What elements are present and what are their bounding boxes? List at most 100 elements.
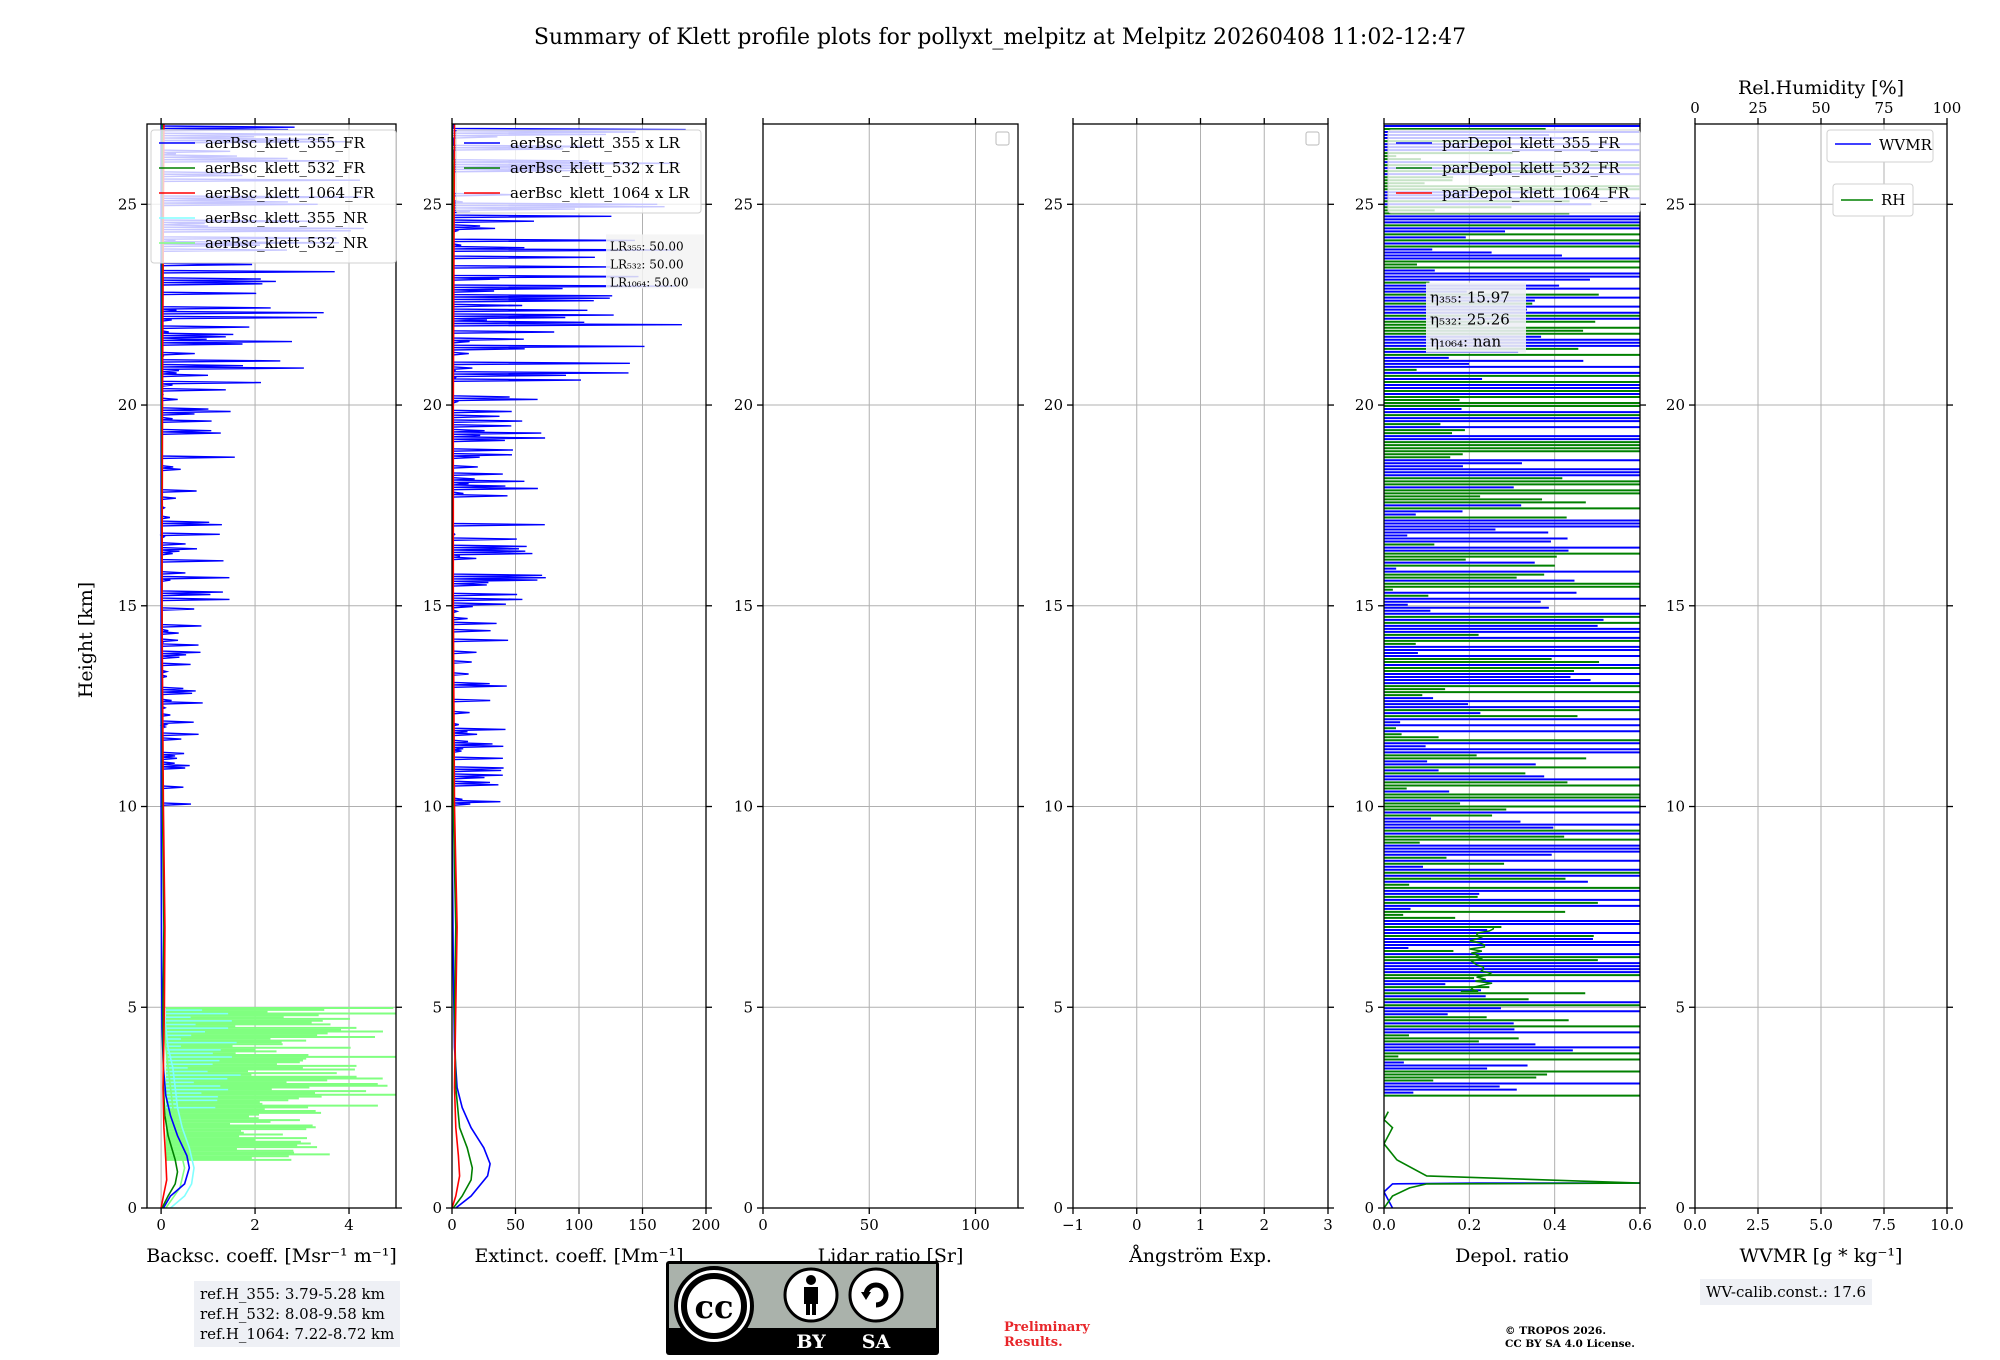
x-axis-label: Ångström Exp. xyxy=(1128,1245,1272,1267)
legend-box-wvmr xyxy=(1826,129,1934,163)
y-tick-label: 25 xyxy=(1666,195,1685,213)
badge-sa-label: SA xyxy=(862,1331,891,1353)
legend-entry: aerBsc_klett_532 x LR xyxy=(510,159,681,177)
wv-calibration-box: WV-calib.const.: 17.6 xyxy=(1700,1279,1873,1305)
y-axis-label: Height [km] xyxy=(75,582,97,698)
y-tick-label: 5 xyxy=(1053,998,1063,1016)
cc-text: cc xyxy=(695,1288,734,1326)
x-tick-label: 3 xyxy=(1323,1216,1333,1234)
legend-box xyxy=(455,129,702,214)
preliminary-line-1: Preliminary xyxy=(1004,1320,1090,1335)
series-aerBsc_klett_1064 x LR xyxy=(452,124,461,1208)
eta-label: η₃₅₅: 15.97 xyxy=(1430,289,1510,307)
y-tick-label: 5 xyxy=(1364,998,1374,1016)
panel-backscatter: 0 2 4 0 5 10 15 20 25 Backsc. coeff. [Msr⁻¹ m⁻¹] a… xyxy=(118,118,402,1267)
legend-entry: aerBsc_klett_355_NR xyxy=(205,209,368,227)
legend-entry: aerBsc_klett_1064 x LR xyxy=(510,184,690,202)
x-tick-label: 5.0 xyxy=(1809,1216,1833,1234)
x-tick-label: 10.0 xyxy=(1930,1216,1963,1234)
y-tick-label: 15 xyxy=(1044,597,1063,615)
eta-box xyxy=(1426,282,1526,353)
axes-frame xyxy=(762,123,1019,1209)
y-tick-label: 0 xyxy=(1364,1199,1374,1217)
y-tick-label: 10 xyxy=(1044,798,1063,816)
panel-depolarization: 0.0 0.2 0.4 0.6 0 5 10 15 20 25 Depol. ratio parDep… xyxy=(1355,118,1652,1267)
share-alike-icon xyxy=(848,1267,904,1323)
y-tick-label: 25 xyxy=(1355,195,1374,213)
figure-title: Summary of Klett profile plots for polly… xyxy=(534,25,1466,50)
legend-entry-wvmr: WVMR xyxy=(1879,136,1933,154)
legend-box xyxy=(1387,129,1641,214)
x-tick-label: 2 xyxy=(250,1216,260,1234)
copyright-line-2: CC BY SA 4.0 License. xyxy=(1505,1338,1635,1350)
y-tick-label: 0 xyxy=(432,1199,442,1217)
x2-axis-label: Rel.Humidity [%] xyxy=(1738,77,1904,99)
x-axis-label: Extinct. coeff. [Mm⁻¹] xyxy=(474,1245,683,1267)
x2-tick-label: 100 xyxy=(1933,99,1962,117)
x-tick-label: 4 xyxy=(344,1216,354,1234)
cc-by-sa-badge: cc BY SA xyxy=(666,1261,939,1355)
y-tick-label: 0 xyxy=(743,1199,753,1217)
badge-by-label: BY xyxy=(796,1331,826,1353)
x2-tick-label: 50 xyxy=(1811,99,1830,117)
x-tick-label: 2.5 xyxy=(1746,1216,1770,1234)
y-tick-label: 10 xyxy=(1666,798,1685,816)
legend-entry: parDepol_klett_532_FR xyxy=(1442,159,1620,177)
panel-extinction: 0 50 100 150 200 0 5 10 15 20 25 Extinct. coeff. [M… xyxy=(423,118,720,1267)
legend-entry: parDepol_klett_1064_FR xyxy=(1442,184,1630,202)
legend-entry: aerBsc_klett_532_NR xyxy=(205,234,368,252)
series-aerBsc_klett_1064_FR xyxy=(160,124,168,1208)
axes-frame xyxy=(146,123,397,1209)
eta-label: η₅₃₂: 25.26 xyxy=(1430,311,1510,329)
y-tick-label: 0 xyxy=(1675,1199,1685,1217)
x-axis-label: WVMR [g * kg⁻¹] xyxy=(1740,1245,1903,1267)
lr-label: LR₃₅₅: 50.00 xyxy=(610,239,684,253)
copyright-line-1: © TROPOS 2026. xyxy=(1505,1325,1607,1337)
y-tick-label: 20 xyxy=(1044,396,1063,414)
y-tick-label: 25 xyxy=(1044,195,1063,213)
x-tick-label: 150 xyxy=(628,1216,657,1234)
x-tick-label: 50 xyxy=(860,1216,879,1234)
y-tick-label: 20 xyxy=(1666,396,1685,414)
y-tick-label: 25 xyxy=(118,195,137,213)
reference-heights-box: ref.H_355: 3.79-5.28 km ref.H_532: 8.08-… xyxy=(194,1281,401,1347)
y-tick-label: 10 xyxy=(1355,798,1374,816)
series-aerBsc_klett_532_NR xyxy=(162,1007,186,1208)
y-tick-label: 20 xyxy=(734,396,753,414)
y-tick-label: 15 xyxy=(734,597,753,615)
depol532-wiggle xyxy=(1460,926,1495,992)
y-tick-label: 15 xyxy=(118,597,137,615)
y-tick-label: 5 xyxy=(743,998,753,1016)
y-tick-label: 20 xyxy=(118,396,137,414)
preliminary-line-2: Results. xyxy=(1004,1335,1063,1350)
x-axis-label: Backsc. coeff. [Msr⁻¹ m⁻¹] xyxy=(146,1245,397,1267)
legend-entry-rh: RH xyxy=(1881,191,1905,209)
x2-tick-label: 75 xyxy=(1874,99,1893,117)
y-tick-label: 0 xyxy=(1053,1199,1063,1217)
series-aerBsc_klett_355_FR xyxy=(160,124,191,1208)
x-tick-label: 0.6 xyxy=(1628,1216,1652,1234)
y-tick-label: 0 xyxy=(127,1199,137,1217)
y-tick-label: 10 xyxy=(423,798,442,816)
legend-box xyxy=(150,129,397,264)
empty-legend xyxy=(995,131,1010,146)
wv-calib-text: WV-calib.const.: 17.6 xyxy=(1706,1283,1867,1301)
y-tick-label: 15 xyxy=(423,597,442,615)
x-tick-label: 0 xyxy=(156,1216,166,1234)
x-tick-label: 7.5 xyxy=(1872,1216,1896,1234)
series-aerBsc_klett_355 x LR xyxy=(452,124,491,1208)
axes-frame xyxy=(1383,123,1641,1209)
y-tick-label: 25 xyxy=(423,195,442,213)
copyright-note: © TROPOS 2026. CC BY SA 4.0 License. xyxy=(1505,1325,1635,1351)
legend-entry: aerBsc_klett_532_FR xyxy=(205,159,365,177)
x-tick-label: 50 xyxy=(506,1216,525,1234)
ref-height-532: ref.H_532: 8.08-9.58 km xyxy=(200,1305,385,1323)
panel-wvmr: 0.0 2.5 5.0 7.5 10.0 0 5 10 15 20 25 0 25 50 75 100 Rel.… xyxy=(1666,77,1964,1267)
y-tick-label: 15 xyxy=(1355,597,1374,615)
y-tick-label: 25 xyxy=(734,195,753,213)
lr-label: LR₁₀₆₄: 50.00 xyxy=(610,275,688,289)
x-tick-label: 200 xyxy=(692,1216,721,1234)
x-tick-label: 0.4 xyxy=(1543,1216,1567,1234)
y-tick-label: 5 xyxy=(127,998,137,1016)
